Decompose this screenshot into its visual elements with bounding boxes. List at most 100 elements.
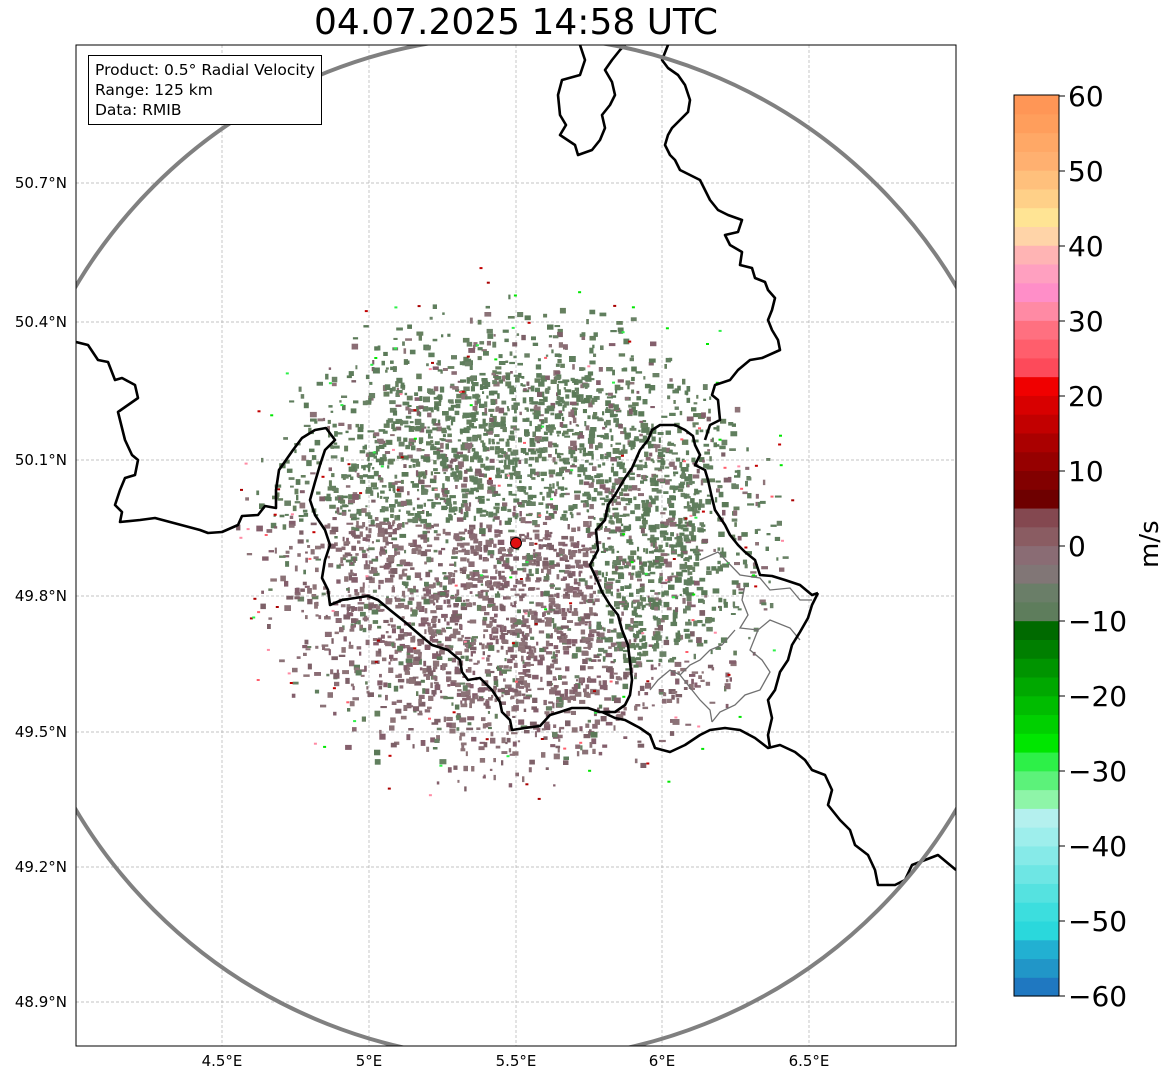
echo-pixel: [387, 556, 395, 562]
echo-pixel: [698, 598, 704, 603]
echo-pixel: [774, 495, 782, 498]
echo-pixel: [493, 543, 497, 548]
echo-pixel: [684, 633, 691, 639]
echo-pixel: [642, 517, 646, 521]
echo-pixel: [361, 549, 366, 553]
echo-pixel: [694, 682, 698, 688]
echo-pixel: [300, 394, 305, 399]
echo-pixel: [684, 521, 688, 524]
echo-pixel: [333, 611, 339, 617]
echo-pixel: [383, 496, 389, 499]
echo-pixel: [637, 652, 642, 656]
echo-pixel: [583, 691, 590, 698]
echo-pixel: [397, 514, 400, 519]
echo-pixel: [753, 564, 758, 569]
echo-outlier-pixel: [779, 434, 782, 437]
echo-pixel: [417, 712, 423, 716]
echo-pixel: [498, 570, 502, 577]
echo-pixel: [495, 569, 498, 574]
echo-pixel: [621, 449, 628, 454]
echo-pixel: [530, 450, 537, 455]
echo-pixel: [610, 330, 617, 333]
echo-pixel: [608, 343, 616, 347]
echo-pixel: [698, 503, 705, 508]
echo-pixel: [703, 443, 710, 447]
echo-pixel: [637, 488, 641, 491]
echo-pixel: [641, 637, 645, 641]
echo-pixel: [473, 538, 479, 544]
echo-pixel: [547, 405, 555, 412]
echo-pixel: [584, 460, 589, 463]
echo-pixel: [549, 474, 554, 478]
echo-outlier-pixel: [622, 533, 626, 536]
echo-pixel: [645, 548, 649, 554]
echo-outlier-pixel: [620, 454, 624, 457]
echo-pixel: [404, 425, 411, 428]
echo-pixel: [400, 384, 406, 389]
echo-pixel: [400, 715, 407, 720]
echo-pixel: [647, 560, 652, 563]
echo-pixel: [693, 653, 696, 660]
echo-pixel: [605, 408, 611, 413]
echo-pixel: [562, 457, 570, 461]
colorbar-step: [1014, 470, 1059, 490]
echo-pixel: [584, 493, 591, 497]
echo-pixel: [502, 497, 506, 501]
echo-pixel: [362, 474, 368, 478]
echo-pixel: [690, 631, 695, 637]
echo-pixel: [557, 486, 565, 490]
echo-pixel: [369, 570, 376, 574]
echo-pixel: [654, 592, 660, 595]
echo-pixel: [428, 433, 431, 439]
echo-pixel: [486, 429, 490, 432]
echo-pixel: [479, 547, 483, 552]
echo-pixel: [499, 634, 506, 640]
echo-outlier-pixel: [275, 606, 279, 608]
echo-pixel: [761, 566, 768, 570]
echo-pixel: [394, 551, 401, 555]
border-luxembourg-east: [766, 592, 820, 749]
echo-outlier-pixel: [364, 310, 368, 313]
echo-pixel: [633, 612, 638, 616]
echo-pixel: [449, 460, 454, 464]
echo-pixel: [551, 656, 557, 659]
echo-pixel: [372, 467, 375, 470]
echo-pixel: [542, 565, 549, 570]
echo-pixel: [558, 738, 561, 742]
echo-pixel: [683, 534, 689, 538]
colorbar-step: [1014, 95, 1059, 115]
echo-pixel: [460, 543, 465, 548]
echo-pixel: [503, 375, 508, 379]
echo-pixel: [561, 636, 565, 639]
echo-pixel: [674, 577, 682, 583]
echo-pixel: [451, 657, 456, 661]
echo-pixel: [715, 568, 719, 574]
echo-pixel: [493, 758, 496, 763]
echo-pixel: [506, 731, 509, 735]
echo-outlier-pixel: [380, 465, 384, 468]
echo-pixel: [402, 341, 405, 346]
echo-pixel: [332, 423, 337, 428]
echo-pixel: [326, 497, 332, 502]
echo-pixel: [545, 503, 550, 509]
echo-pixel: [543, 736, 548, 740]
echo-pixel: [427, 626, 433, 632]
echo-pixel: [561, 675, 567, 679]
echo-pixel: [667, 576, 673, 582]
echo-pixel: [422, 475, 427, 479]
echo-pixel: [540, 471, 547, 476]
echo-pixel: [636, 588, 640, 594]
echo-pixel: [683, 467, 688, 470]
echo-pixel: [546, 617, 552, 622]
echo-pixel: [365, 639, 370, 646]
echo-pixel: [423, 598, 431, 605]
echo-pixel: [675, 524, 681, 527]
echo-outlier-pixel: [388, 754, 392, 757]
echo-pixel: [335, 432, 343, 435]
echo-pixel: [359, 450, 366, 454]
echo-pixel: [691, 604, 696, 608]
echo-outlier-pixel: [718, 329, 722, 332]
echo-pixel: [506, 617, 510, 621]
echo-pixel: [303, 652, 307, 656]
echo-pixel: [417, 641, 422, 646]
